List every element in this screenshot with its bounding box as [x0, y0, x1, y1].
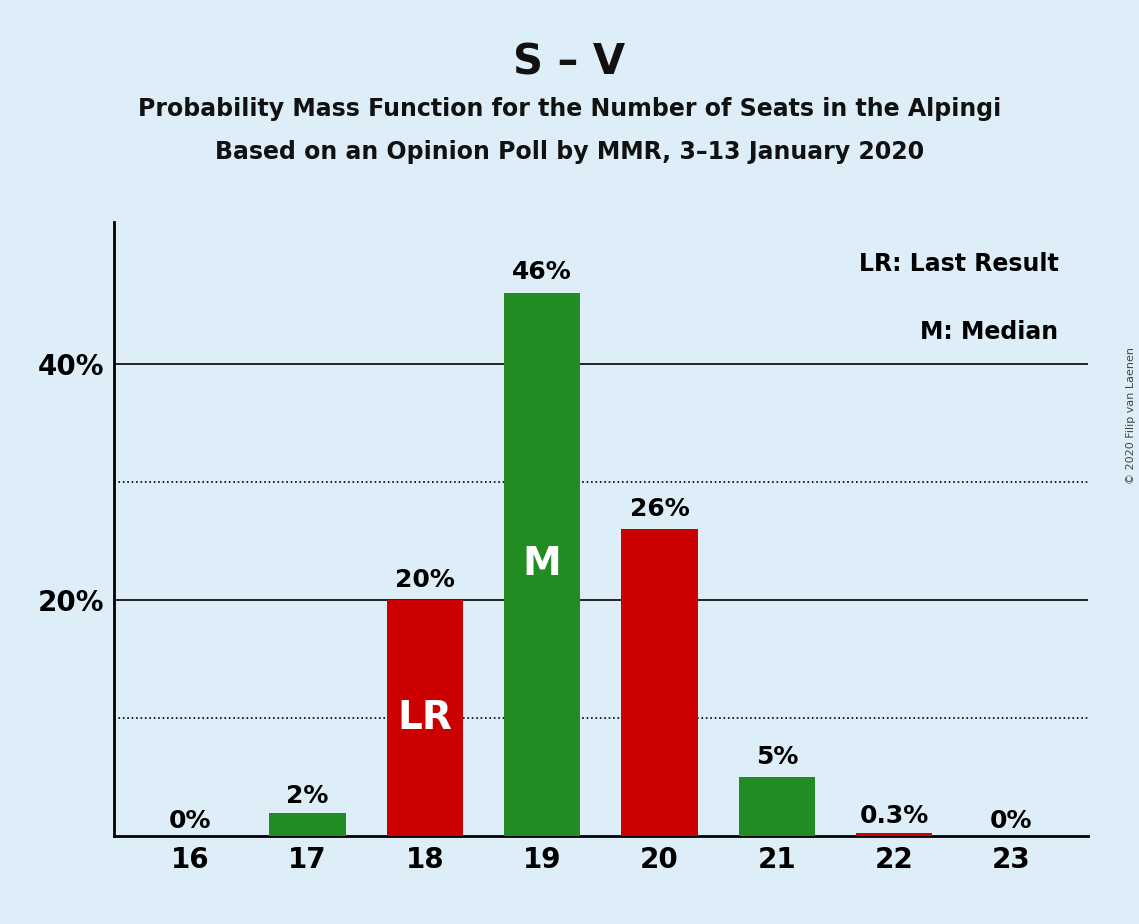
- Text: © 2020 Filip van Laenen: © 2020 Filip van Laenen: [1126, 347, 1136, 484]
- Bar: [387, 600, 462, 836]
- Text: LR: LR: [398, 699, 452, 737]
- Text: 20%: 20%: [395, 567, 454, 591]
- Bar: [505, 293, 580, 836]
- Bar: [622, 529, 697, 836]
- Text: Probability Mass Function for the Number of Seats in the Alpingi: Probability Mass Function for the Number…: [138, 97, 1001, 121]
- Text: 26%: 26%: [630, 497, 689, 521]
- Text: LR: Last Result: LR: Last Result: [859, 252, 1058, 276]
- Text: 0%: 0%: [169, 808, 212, 833]
- Text: 2%: 2%: [286, 784, 329, 808]
- Text: S – V: S – V: [514, 42, 625, 83]
- Text: 46%: 46%: [513, 261, 572, 285]
- Text: M: M: [523, 545, 562, 583]
- Bar: [739, 777, 814, 836]
- Text: 0.3%: 0.3%: [860, 804, 928, 828]
- Text: Based on an Opinion Poll by MMR, 3–13 January 2020: Based on an Opinion Poll by MMR, 3–13 Ja…: [215, 140, 924, 164]
- Text: 0%: 0%: [990, 808, 1033, 833]
- Text: 5%: 5%: [755, 745, 798, 769]
- Text: M: Median: M: Median: [920, 320, 1058, 344]
- Bar: [857, 833, 933, 836]
- Bar: [269, 812, 345, 836]
